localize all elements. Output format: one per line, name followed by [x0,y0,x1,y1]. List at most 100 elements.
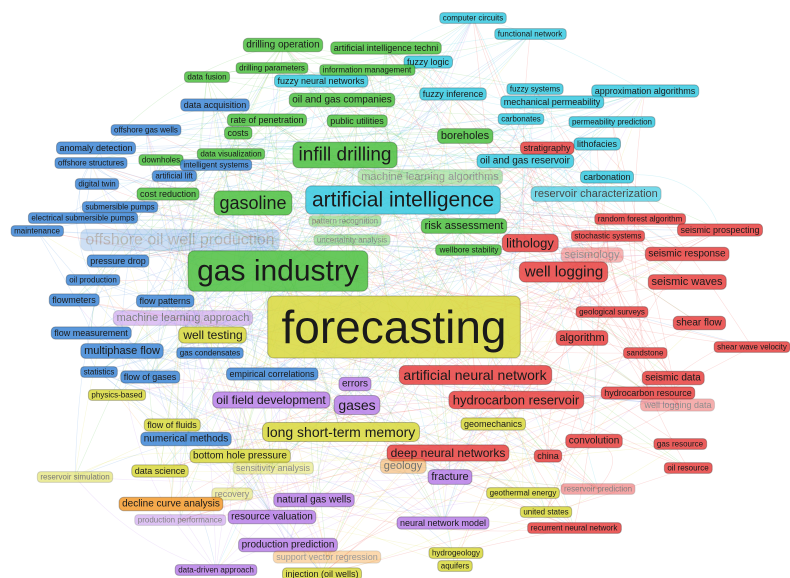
keyword-node: united states [519,506,573,518]
keyword-node: production performance [134,514,227,526]
edge [344,154,688,255]
node-label: support vector regression [276,552,378,562]
node-box [110,124,182,136]
keyword-node: gases [333,395,381,415]
edge [522,242,531,494]
node-box [223,126,253,140]
keyword-node: artificial intelligence [305,185,501,215]
keyword-node: stratigraphy [519,141,575,155]
node-label: deep neural networks [391,446,506,460]
node-label: fuzzy neural networks [277,76,365,86]
node-box [183,71,231,83]
node-box [330,41,442,55]
node-box [437,128,494,144]
node-box [225,367,319,381]
node-box [281,567,363,578]
node-box [143,418,201,432]
node-label: flow measurement [54,328,128,338]
node-box [591,84,700,98]
keyword-node: deep neural networks [386,444,510,462]
keyword-node: gas condensates [176,347,244,359]
node-label: numerical methods [144,434,228,445]
edge [117,240,531,262]
node-box [386,444,510,462]
node-label: physics-based [91,391,142,400]
edge [185,17,474,440]
keyword-node: data acquisition [180,98,250,112]
node-label: flow patterns [139,296,191,306]
keyword-node: gas resource [653,438,708,450]
keyword-node: digital twin [74,178,120,190]
keyword-node: boreholes [437,128,494,144]
node-label: seismology [564,249,620,261]
keyword-node: oil resource [663,462,713,474]
keyword-node: errors [338,376,372,392]
node-box [663,462,713,474]
node-box [189,448,291,464]
node-label: boreholes [441,130,490,142]
node-label: lithology [506,236,554,251]
node-label: reservoir simulation [40,473,109,482]
node-box [211,487,254,501]
node-label: electrical submersible pumps [31,214,134,223]
edge [119,206,358,406]
node-label: intelligent systems [183,161,248,170]
node-box [518,261,609,283]
keyword-node: geological surveys [575,306,649,318]
edge [427,61,609,237]
edge [96,183,753,348]
keyword-node: reservoir prediction [560,483,636,495]
node-box [519,141,575,155]
edge [116,394,172,505]
node-label: neural network model [400,518,486,528]
keyword-node: downholes [138,154,184,166]
node-box [74,178,120,190]
node-label: bottom hole pressure [193,451,287,462]
edge [119,44,284,208]
keyword-node: geomechanics [460,417,527,431]
keyword-node: anomaly detection [55,141,137,155]
node-box [428,547,484,559]
keyword-node: machine learning approach [112,310,254,326]
edge [117,260,599,490]
node-label: fuzzy inference [423,89,484,99]
node-box [118,496,224,512]
keyword-node: permeability prediction [568,116,656,128]
node-box [527,522,622,534]
node-box [81,201,159,213]
node-label: artificial lift [155,172,193,181]
node-label: china [537,451,559,461]
keyword-node: gas industry [187,250,369,292]
edge [149,44,284,378]
node-box [267,295,521,359]
node-label: united states [523,508,568,517]
keyword-node: wellbore stability [435,244,502,256]
node-box [242,37,324,53]
edge [356,93,454,406]
node-label: sensitivity analysis [236,463,311,473]
node-label: cost reduction [140,189,196,199]
edge [145,129,273,518]
edge [321,326,395,575]
keyword-node: fuzzy systems [506,83,564,95]
node-label: geomechanics [464,419,523,429]
node-box [338,376,372,392]
node-box [519,506,573,518]
node-box [398,365,553,385]
node-label: empirical correlations [229,369,315,379]
keyword-node: sensitivity analysis [232,461,315,475]
edge [167,193,273,518]
edge [231,119,268,495]
node-label: hydrocarbon resource [604,388,692,398]
edge [455,90,646,554]
edge [321,467,689,575]
node-label: artificial intelligence [312,189,494,212]
edge [179,322,700,521]
edge [266,82,536,121]
edge [36,193,597,235]
node-label: anomaly detection [59,143,132,153]
keyword-node: information management [319,64,416,76]
node-box [80,366,118,378]
node-box [272,550,382,564]
edge [121,159,162,352]
